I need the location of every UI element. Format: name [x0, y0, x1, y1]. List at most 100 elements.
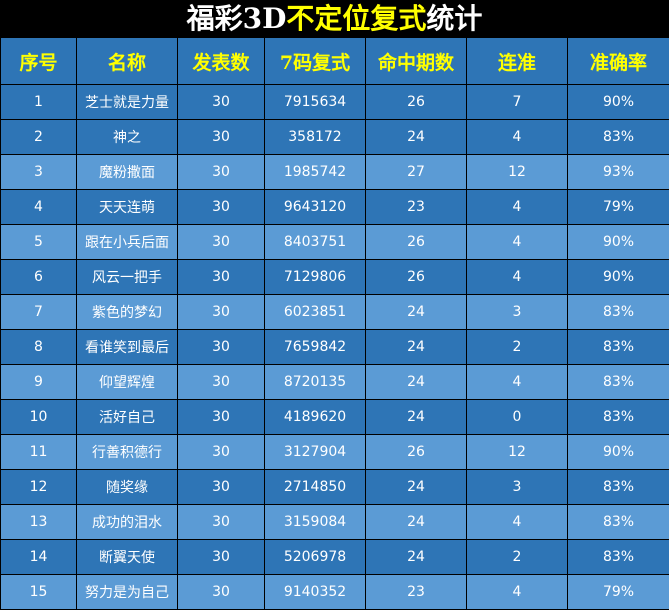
col-posts-cell: 30 [177, 469, 265, 505]
col-index-cell: 8 [0, 329, 77, 365]
table-row: 5 跟在小兵后面 30 8403751 26 4 90% [0, 224, 669, 260]
col-posts-cell: 30 [177, 224, 265, 260]
table-row: 10 活好自己 30 4189620 24 0 83% [0, 399, 669, 435]
col-7code-cell: 3127904 [264, 434, 366, 470]
col-accuracy-cell: 83% [567, 119, 669, 155]
table-row: 4 天天连萌 30 9643120 23 4 79% [0, 189, 669, 225]
col-streak-cell: 0 [466, 399, 568, 435]
col-index-cell: 12 [0, 469, 77, 505]
col-7code-cell: 7915634 [264, 84, 366, 120]
col-hits-cell: 24 [365, 329, 467, 365]
col-streak-cell: 2 [466, 539, 568, 575]
col-accuracy-cell: 90% [567, 259, 669, 295]
col-streak-cell: 2 [466, 329, 568, 365]
table-row: 15 努力是为自己 30 9140352 23 4 79% [0, 574, 669, 610]
col-hits-cell: 26 [365, 224, 467, 260]
col-name-cell: 断翼天使 [76, 539, 178, 575]
col-accuracy-cell: 79% [567, 189, 669, 225]
col-accuracy-cell: 83% [567, 294, 669, 330]
col-accuracy-cell: 90% [567, 434, 669, 470]
col-hits-cell: 26 [365, 434, 467, 470]
col-7code-cell: 8403751 [264, 224, 366, 260]
col-streak-cell: 4 [466, 574, 568, 610]
col-posts-cell: 30 [177, 294, 265, 330]
col-name-cell: 成功的泪水 [76, 504, 178, 540]
table-row: 14 断翼天使 30 5206978 24 2 83% [0, 539, 669, 575]
col-index-cell: 3 [0, 154, 77, 190]
col-posts-cell: 30 [177, 84, 265, 120]
col-hits-cell: 24 [365, 399, 467, 435]
col-name-cell: 行善积德行 [76, 434, 178, 470]
col-accuracy-cell: 93% [567, 154, 669, 190]
col-accuracy-cell: 83% [567, 399, 669, 435]
col-hits-cell: 23 [365, 189, 467, 225]
col-posts-cell: 30 [177, 539, 265, 575]
col-streak-cell: 4 [466, 364, 568, 400]
col-hits-cell: 24 [365, 539, 467, 575]
col-accuracy-cell: 83% [567, 364, 669, 400]
col-hits-cell: 24 [365, 469, 467, 505]
col-index-cell: 14 [0, 539, 77, 575]
col-index-cell: 1 [0, 84, 77, 120]
col-7code-cell: 3159084 [264, 504, 366, 540]
col-7code-cell: 7659842 [264, 329, 366, 365]
page-title: 福彩3D不定位复式统计 [0, 0, 669, 37]
col-accuracy-cell: 83% [567, 329, 669, 365]
table-row: 7 紫色的梦幻 30 6023851 24 3 83% [0, 294, 669, 330]
title-part-2: 不定位复式 [286, 2, 427, 35]
col-posts-cell: 30 [177, 189, 265, 225]
col-index-cell: 11 [0, 434, 77, 470]
col-accuracy-cell: 83% [567, 504, 669, 540]
col-streak-cell: 3 [466, 294, 568, 330]
col-name-cell: 活好自己 [76, 399, 178, 435]
col-streak-cell: 4 [466, 119, 568, 155]
col-accuracy-cell: 90% [567, 84, 669, 120]
header-col-name: 名称 [76, 37, 178, 85]
col-name-cell: 紫色的梦幻 [76, 294, 178, 330]
col-posts-cell: 30 [177, 364, 265, 400]
col-name-cell: 看谁笑到最后 [76, 329, 178, 365]
col-index-cell: 13 [0, 504, 77, 540]
col-7code-cell: 5206978 [264, 539, 366, 575]
col-streak-cell: 3 [466, 469, 568, 505]
col-posts-cell: 30 [177, 154, 265, 190]
col-index-cell: 4 [0, 189, 77, 225]
col-7code-cell: 2714850 [264, 469, 366, 505]
col-posts-cell: 30 [177, 119, 265, 155]
col-name-cell: 魔粉撒面 [76, 154, 178, 190]
header-col-hits: 命中期数 [365, 37, 467, 85]
col-posts-cell: 30 [177, 504, 265, 540]
col-streak-cell: 4 [466, 189, 568, 225]
col-name-cell: 随奖缘 [76, 469, 178, 505]
col-hits-cell: 24 [365, 504, 467, 540]
col-streak-cell: 12 [466, 154, 568, 190]
col-name-cell: 跟在小兵后面 [76, 224, 178, 260]
col-streak-cell: 12 [466, 434, 568, 470]
header-col-index: 序号 [0, 37, 77, 85]
col-posts-cell: 30 [177, 399, 265, 435]
col-streak-cell: 4 [466, 224, 568, 260]
col-hits-cell: 27 [365, 154, 467, 190]
header-row: 序号 名称 发表数 7码复式 命中期数 连准 准确率 [0, 37, 669, 85]
col-index-cell: 15 [0, 574, 77, 610]
col-name-cell: 天天连萌 [76, 189, 178, 225]
col-streak-cell: 4 [466, 504, 568, 540]
col-7code-cell: 8720135 [264, 364, 366, 400]
col-name-cell: 仰望辉煌 [76, 364, 178, 400]
table-row: 9 仰望辉煌 30 8720135 24 4 83% [0, 364, 669, 400]
col-7code-cell: 4189620 [264, 399, 366, 435]
col-name-cell: 努力是为自己 [76, 574, 178, 610]
col-streak-cell: 7 [466, 84, 568, 120]
col-posts-cell: 30 [177, 434, 265, 470]
col-hits-cell: 26 [365, 84, 467, 120]
col-index-cell: 7 [0, 294, 77, 330]
col-7code-cell: 358172 [264, 119, 366, 155]
col-name-cell: 芝士就是力量 [76, 84, 178, 120]
table-row: 12 随奖缘 30 2714850 24 3 83% [0, 469, 669, 505]
table-row: 1 芝士就是力量 30 7915634 26 7 90% [0, 84, 669, 120]
col-accuracy-cell: 79% [567, 574, 669, 610]
col-7code-cell: 1985742 [264, 154, 366, 190]
header-col-accuracy: 准确率 [567, 37, 669, 85]
col-accuracy-cell: 90% [567, 224, 669, 260]
col-name-cell: 神之 [76, 119, 178, 155]
